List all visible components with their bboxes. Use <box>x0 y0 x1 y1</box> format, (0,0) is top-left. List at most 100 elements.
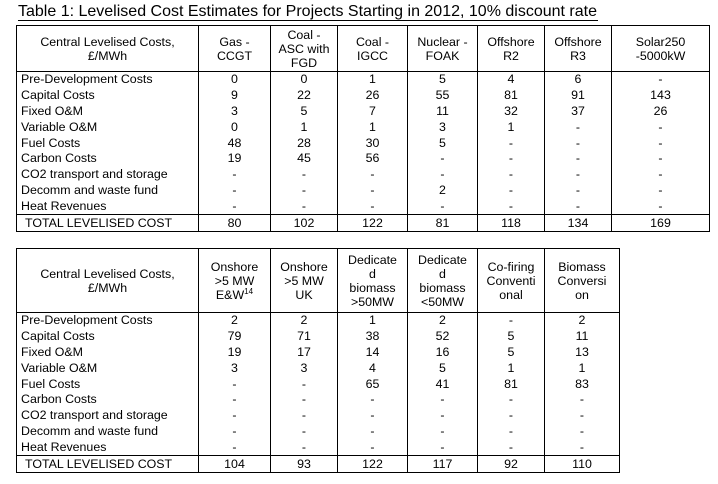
table-cell: - <box>544 166 612 183</box>
table-cell: 52 <box>407 328 478 345</box>
total-cell: 169 <box>611 214 710 233</box>
header-line: >5 MW <box>214 273 255 288</box>
table-cell: - <box>611 182 710 199</box>
column-header: Onshore >5 MW UK <box>270 248 338 313</box>
header-line: Offshore <box>487 34 535 49</box>
table-cell: 38 <box>337 328 408 345</box>
table-cell: - <box>477 198 545 215</box>
table-cell: - <box>270 182 338 199</box>
header-line: CCGT <box>216 48 253 63</box>
header-line: >5 MW <box>284 273 324 288</box>
column-header: Biomass Conversi on <box>544 248 620 313</box>
table-cell: 2 <box>198 311 271 329</box>
header-line: Coal - <box>355 34 390 49</box>
table-cell: - <box>198 376 271 392</box>
table-cell: - <box>198 166 271 183</box>
header-line: FOAK <box>425 48 460 63</box>
table-cell: - <box>407 391 478 408</box>
row-label: CO2 transport and storage <box>16 166 199 183</box>
table-row: Decomm and waste fund - - - - - - <box>16 423 620 440</box>
header-line: E&W14 <box>201 287 268 302</box>
table-cell: - <box>407 198 478 215</box>
total-row: TOTAL LEVELISED COST 104 93 122 117 92 110 <box>16 455 620 474</box>
table-cell: 16 <box>407 344 478 361</box>
table-cell: 1 <box>337 70 408 88</box>
table-caption: Table 1: Levelised Cost Estimates for Pr… <box>18 3 597 20</box>
table-cell: - <box>477 391 545 408</box>
column-header: Gas - CCGT <box>198 25 271 72</box>
header-text: E&W <box>215 287 245 302</box>
corner-header: Central Levelised Costs, £/MWh <box>16 25 199 72</box>
table-cell: 30 <box>337 135 408 151</box>
table-row: CO2 transport and storage - - - - - - - <box>16 166 710 183</box>
table-cell: - <box>477 439 545 456</box>
table-cell: 83 <box>544 376 620 392</box>
table-cell: - <box>337 423 408 440</box>
table-cell: - <box>337 198 408 215</box>
row-label: Pre-Development Costs <box>16 70 199 88</box>
corner-line: £/MWh <box>87 280 128 295</box>
table-cell: - <box>477 423 545 440</box>
column-header: Co-firing Conventi onal <box>477 248 545 313</box>
table-cell: 1 <box>544 360 620 377</box>
header-line: Onshore <box>210 259 259 274</box>
table-cell: - <box>611 198 710 215</box>
table-cell: - <box>198 407 271 424</box>
table-cell: - <box>611 150 710 167</box>
total-cell: 80 <box>198 214 271 233</box>
table-row: Decomm and waste fund - - -2- - - <box>16 182 710 199</box>
header-row: Central Levelised Costs, £/MWh Onshore >5… <box>16 248 620 313</box>
header-line: <50MW <box>420 294 465 309</box>
table-cell: 5 <box>270 103 338 120</box>
column-header: Offshore R3 <box>544 25 612 72</box>
table-cell: 11 <box>407 103 478 120</box>
table-cell: 3 <box>407 119 478 136</box>
table-row: Variable O&M 3 3 4 5 1 1 <box>16 360 620 377</box>
table-cell: 1 <box>337 119 408 136</box>
table-cell: 3 <box>198 360 271 377</box>
column-header: Solar250 -5000kW <box>611 25 710 72</box>
levelised-cost-table-2: Central Levelised Costs, £/MWh Onshore >5… <box>16 248 620 474</box>
table-cell: 143 <box>611 87 710 104</box>
table-cell: - <box>544 150 612 167</box>
table-cell: - <box>477 166 545 183</box>
row-label: Variable O&M <box>16 119 199 136</box>
column-header: Coal - ASC with FGD <box>270 25 338 72</box>
table-cell: 3 <box>270 360 338 377</box>
header-line: ASC with <box>278 41 330 56</box>
table-cell: - <box>477 150 545 167</box>
column-header: Dedicate d biomass >50MW <box>337 248 408 313</box>
table-cell: 48 <box>198 135 271 151</box>
table-cell: 5 <box>407 70 478 88</box>
table-cell: - <box>407 150 478 167</box>
table-cell: - <box>611 166 710 183</box>
corner-line: Central Levelised Costs, <box>40 266 175 281</box>
table-cell: 11 <box>544 328 620 345</box>
table-row: CO2 transport and storage - - - - - - <box>16 407 620 424</box>
table-cell: - <box>198 423 271 440</box>
table-row: Capital Costs 9 22 26 55 81 91 143 <box>16 87 710 104</box>
row-label: Decomm and waste fund <box>16 423 199 440</box>
table-row: Fixed O&M 3 5 7 11 32 37 26 <box>16 103 710 120</box>
table-cell: - <box>270 166 338 183</box>
table-cell: 26 <box>611 103 710 120</box>
corner-line: £/MWh <box>87 48 128 63</box>
row-label: Fuel Costs <box>16 135 199 151</box>
table-body: Pre-Development Costs 0 0 1 5 4 6- Capital Cost… <box>16 70 710 215</box>
header-line: biomass <box>419 280 466 295</box>
header-line: Onshore <box>280 259 328 274</box>
total-row: TOTAL LEVELISED COST 80 102 122 81 118 134 169 <box>16 214 710 233</box>
row-label: Carbon Costs <box>16 391 199 408</box>
table-cell: - <box>477 407 545 424</box>
table-cell: 22 <box>270 87 338 104</box>
table-row: Variable O&M 0 1 1 3 1- - <box>16 119 710 136</box>
caption-underline <box>18 20 598 21</box>
table-cell: 9 <box>198 87 271 104</box>
table-cell: 91 <box>544 87 612 104</box>
row-label: Carbon Costs <box>16 150 199 167</box>
table-cell: 26 <box>337 87 408 104</box>
table-cell: 56 <box>337 150 408 167</box>
table-cell: - <box>544 407 620 424</box>
total-label: TOTAL LEVELISED COST <box>16 455 199 474</box>
total-cell: 104 <box>198 455 271 474</box>
